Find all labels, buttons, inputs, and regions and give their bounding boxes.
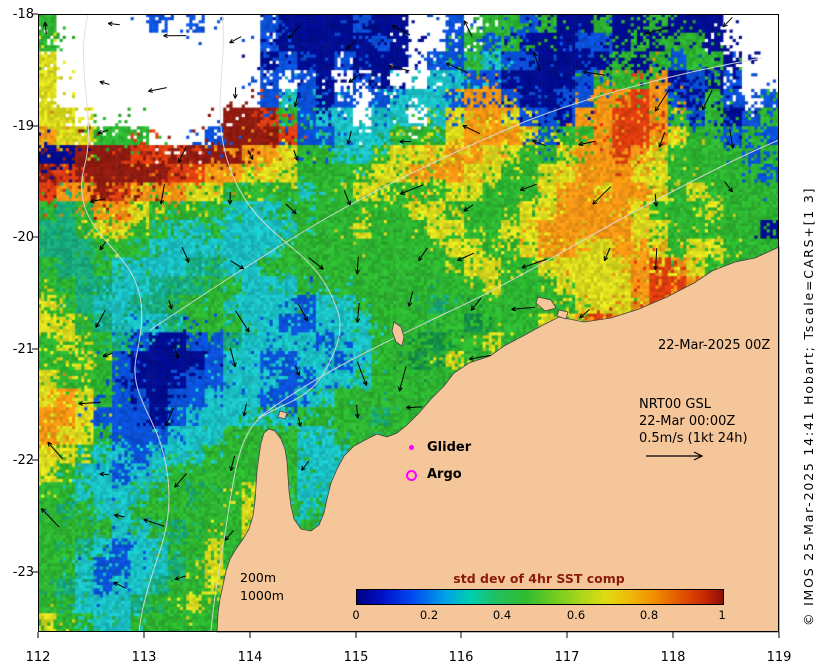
depth-label-200m: 200m: [240, 570, 277, 585]
current-vector-arrows: [40, 16, 735, 589]
island-archipelago: [535, 296, 557, 312]
vector-key-title: NRT00 GSL: [639, 397, 711, 412]
vector-key-scale: 0.5m/s (1kt 24h): [639, 431, 748, 446]
lat-label: -23: [12, 565, 34, 580]
date-label: 22-Mar-2025 00Z: [658, 338, 771, 353]
island-muiron: [277, 410, 288, 420]
lon-label: 115: [343, 650, 369, 665]
vector-scale-arrow: [646, 451, 704, 461]
contour-200m-line: [210, 13, 341, 633]
island-small: [556, 309, 569, 320]
lon-label: 116: [448, 650, 474, 665]
colorbar: [356, 589, 724, 605]
bathymetry-contours: [81, 13, 780, 633]
lon-label: 112: [25, 650, 51, 665]
lat-label: -22: [12, 453, 34, 468]
lon-label: 114: [237, 650, 263, 665]
argo-marker-icon: [406, 470, 417, 481]
colorbar-tick-label: 0.2: [419, 608, 439, 622]
island-barrow: [391, 321, 405, 347]
colorbar-tick-label: 0.4: [492, 608, 512, 622]
glider-marker-icon: [409, 445, 414, 450]
map-frame: [38, 14, 779, 632]
lat-label: -20: [12, 230, 34, 245]
land-mass: [216, 246, 780, 633]
lon-label: 118: [660, 650, 686, 665]
colorbar-tick-label: 0.8: [639, 608, 659, 622]
axis-ticks: [32, 13, 780, 638]
contour-1000m-line: [81, 13, 170, 633]
contour-slope-line: [149, 57, 763, 331]
argo-label: Argo: [427, 467, 462, 482]
lon-label: 113: [131, 650, 157, 665]
lon-label: 119: [766, 650, 792, 665]
vector-key-time: 22-Mar 00:00Z: [639, 414, 736, 429]
lat-label: -18: [12, 7, 34, 22]
coastline-western-australia: [216, 246, 780, 633]
colorbar-title: std dev of 4hr SST comp: [453, 571, 625, 586]
contour-shelf-line: [257, 139, 780, 419]
lon-label: 117: [554, 650, 580, 665]
credit-text: © IMOS 25-Mar-2025 14:41 Hobart; Tscale=…: [801, 186, 816, 626]
colorbar-tick-label: 1: [718, 608, 726, 622]
colorbar-tick-label: 0.6: [566, 608, 586, 622]
colorbar-tick-label: 0: [352, 608, 360, 622]
depth-label-1000m: 1000m: [240, 588, 284, 603]
lat-label: -19: [12, 119, 34, 134]
lat-label: -21: [12, 342, 34, 357]
glider-label: Glider: [427, 440, 472, 455]
